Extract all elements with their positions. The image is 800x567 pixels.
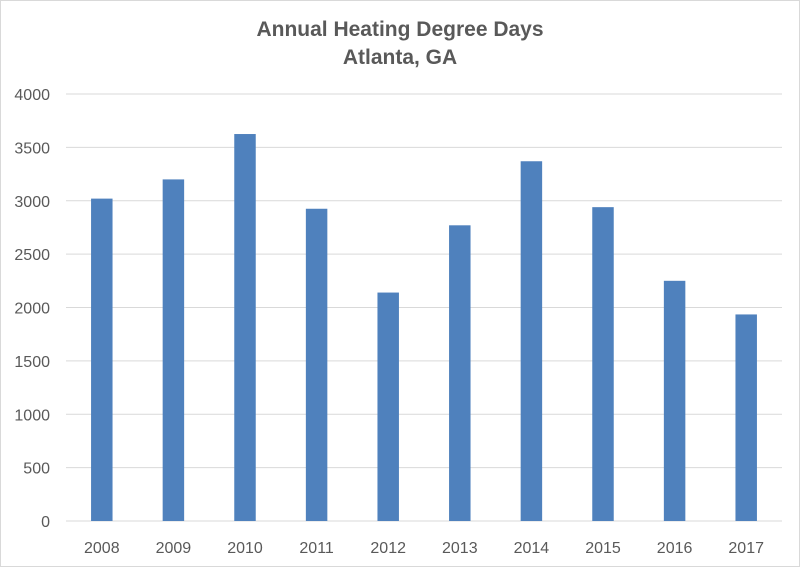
y-tick-label: 0 [41,514,50,531]
y-axis-labels: 0 500 1000 1500 2000 2500 3000 3500 4000 [14,87,50,531]
gridlines [66,93,782,522]
bar-2008 [91,198,113,522]
bar-2012 [377,292,399,521]
bar-2016 [663,280,686,521]
x-tick-label: 2008 [84,540,120,557]
x-tick-label: 2010 [227,540,263,557]
bar-2017 [735,314,757,521]
bar-2014 [520,161,543,521]
y-tick-label: 3000 [14,194,50,211]
x-tick-label: 2011 [299,540,334,557]
x-tick-label: 2014 [514,540,550,557]
y-tick-label: 4000 [14,87,50,104]
x-tick-label: 2015 [585,540,621,557]
bar-2015 [592,207,614,521]
x-tick-label: 2017 [728,540,764,557]
bar-2010 [234,134,256,521]
y-tick-label: 1000 [14,407,50,424]
x-tick-label: 2016 [657,540,693,557]
bar-2011 [305,208,328,521]
y-tick-label: 2000 [14,301,50,318]
bar-2009 [162,179,185,521]
chart-subtitle: Atlanta, GA [342,46,458,69]
x-tick-label: 2012 [370,540,406,557]
x-tick-label: 2013 [442,540,478,557]
bar-2013 [449,225,471,522]
x-axis-labels: 2008 2009 2010 2011 2012 2013 2014 2015 2016 2017 [84,540,764,557]
y-tick-label: 1500 [14,354,50,371]
y-tick-label: 3500 [14,140,50,157]
y-tick-label: 500 [23,461,50,478]
x-tick-label: 2009 [156,540,192,557]
bars [91,134,757,522]
y-tick-label: 2500 [14,247,50,264]
chart-title: Annual Heating Degree Days [256,18,544,41]
chart-title-block: Annual Heating Degree Days Atlanta, GA [0,16,800,72]
